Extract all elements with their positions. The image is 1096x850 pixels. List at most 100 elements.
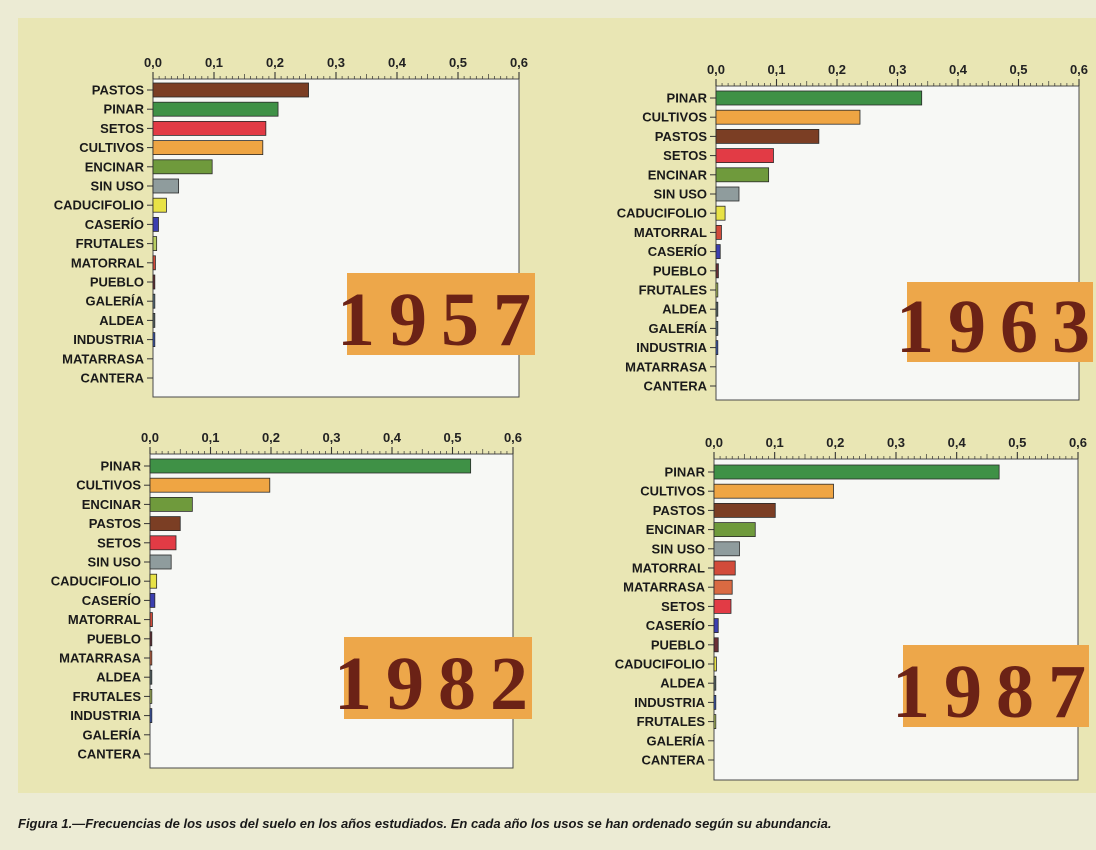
year-box xyxy=(344,637,532,719)
bar-pastos xyxy=(152,82,309,98)
bar-pueblo xyxy=(152,274,156,290)
tick-label: 0,4 xyxy=(388,55,407,70)
chart-1963: 0,0 0,1 0,2 0,3 0,4 0,5 0,6 PINAR CULTIVOS PASTOS… xyxy=(617,62,1096,401)
tick-label: 0,6 xyxy=(1069,435,1087,450)
year-box xyxy=(347,273,535,355)
bar-encinar xyxy=(152,159,213,175)
tick-label: 0,1 xyxy=(766,435,784,450)
category-label-galeria: GALERÍA xyxy=(83,727,142,742)
category-label-pastos: PASTOS xyxy=(655,129,708,144)
category-label-matarrasa: MATARRASA xyxy=(59,651,141,666)
tick-label: 0,2 xyxy=(266,55,284,70)
bar-industria xyxy=(713,695,717,710)
tick-label: 0,1 xyxy=(201,430,219,445)
category-label-sin-uso: SIN USO xyxy=(88,555,141,570)
year-label: 1963 xyxy=(896,285,1096,369)
tick-label: 0,6 xyxy=(1070,62,1088,77)
year-label: 1987 xyxy=(892,650,1096,734)
bar-galeria xyxy=(715,320,719,336)
tick-label: 0,6 xyxy=(510,55,528,70)
bar-caducifolio xyxy=(713,656,717,672)
bar-industria xyxy=(715,340,719,356)
category-label-pinar: PINAR xyxy=(104,102,145,117)
category-label-matarrasa: MATARRASA xyxy=(623,580,705,595)
bar-matarrasa xyxy=(713,579,733,595)
tick-label: 0,3 xyxy=(888,62,906,77)
tick-label: 0,4 xyxy=(949,62,968,77)
bar-cultivos xyxy=(152,140,264,156)
category-label-cantera: CANTERA xyxy=(641,753,705,768)
bar-pinar xyxy=(713,464,1000,480)
bar-sin-uso xyxy=(152,178,180,194)
category-label-industria: INDUSTRIA xyxy=(636,340,707,355)
category-label-encinar: ENCINAR xyxy=(85,159,145,174)
category-label-pueblo: PUEBLO xyxy=(90,275,144,290)
caption-label: Figura 1.— xyxy=(18,816,86,831)
bar-industria xyxy=(149,708,153,723)
category-label-caducifolio: CADUCIFOLIO xyxy=(54,198,144,213)
category-label-setos: SETOS xyxy=(97,535,141,550)
bar-industria xyxy=(152,332,156,348)
bar-caducifolio xyxy=(149,573,158,589)
tick-label: 0,5 xyxy=(1008,435,1026,450)
bar-matarrasa xyxy=(149,650,153,666)
category-label-caducifolio: CADUCIFOLIO xyxy=(51,574,141,589)
category-label-pueblo: PUEBLO xyxy=(87,631,141,646)
category-label-pastos: PASTOS xyxy=(89,516,142,531)
category-label-pastos: PASTOS xyxy=(92,83,145,98)
category-label-cantera: CANTERA xyxy=(643,379,707,394)
chart-1957: 0,0 0,1 0,2 0,3 0,4 0,5 0,6 PASTOS PINAR SETOS CUL… xyxy=(54,55,535,398)
category-label-cultivos: CULTIVOS xyxy=(642,110,707,125)
category-label-matorral: MATORRAL xyxy=(71,255,144,270)
category-label-aldea: ALDEA xyxy=(99,313,144,328)
tick-label: 0,2 xyxy=(262,430,280,445)
tick-label: 0,2 xyxy=(826,435,844,450)
category-label-cultivos: CULTIVOS xyxy=(640,484,705,499)
bar-caducifolio xyxy=(152,197,167,213)
bar-pinar xyxy=(152,101,279,117)
tick-label: 0,5 xyxy=(1009,62,1027,77)
bar-caducifolio xyxy=(715,205,726,221)
bar-encinar xyxy=(149,496,193,512)
bar-pueblo xyxy=(715,263,719,279)
category-label-aldea: ALDEA xyxy=(96,670,141,685)
bar-pueblo xyxy=(149,631,153,647)
bar-pastos xyxy=(149,516,181,531)
category-label-matarrasa: MATARRASA xyxy=(625,359,707,374)
tick-label: 0,3 xyxy=(322,430,340,445)
category-label-setos: SETOS xyxy=(100,121,144,136)
bar-pueblo xyxy=(713,637,719,653)
bar-frutales xyxy=(715,282,719,298)
tick-label: 0,5 xyxy=(443,430,461,445)
bar-pinar xyxy=(149,458,472,474)
bar-matorral xyxy=(152,255,156,271)
category-label-galeria: GALERÍA xyxy=(86,294,145,309)
category-label-aldea: ALDEA xyxy=(662,302,707,317)
chart-1987: 0,0 0,1 0,2 0,3 0,4 0,5 0,6 PINAR CULTIVOS PASTOS… xyxy=(615,435,1096,781)
category-label-aldea: ALDEA xyxy=(660,676,705,691)
chart-1982: 0,0 0,1 0,2 0,3 0,4 0,5 0,6 PINAR CULTIVOS ENCINA… xyxy=(51,430,542,769)
category-label-cantera: CANTERA xyxy=(77,747,141,762)
tick-label: 0,2 xyxy=(828,62,846,77)
year-label: 1982 xyxy=(334,642,542,726)
tick-label: 0,4 xyxy=(383,430,402,445)
tick-label: 0,3 xyxy=(327,55,345,70)
category-label-caserio: CASERÍO xyxy=(82,593,141,608)
bar-frutales xyxy=(713,714,717,729)
category-label-sin-uso: SIN USO xyxy=(654,187,707,202)
bar-setos xyxy=(713,599,732,614)
category-label-pinar: PINAR xyxy=(101,459,142,474)
bar-aldea xyxy=(152,312,156,328)
bar-sin-uso xyxy=(715,186,740,202)
bar-pinar xyxy=(715,90,923,106)
year-box xyxy=(903,645,1089,727)
bar-pastos xyxy=(715,128,820,144)
bar-aldea xyxy=(149,669,153,685)
bar-sin-uso xyxy=(149,554,172,570)
tick-label: 0,0 xyxy=(707,62,725,77)
category-label-cultivos: CULTIVOS xyxy=(76,478,141,493)
tick-label: 0,0 xyxy=(144,55,162,70)
category-label-matorral: MATORRAL xyxy=(68,612,141,627)
category-label-industria: INDUSTRIA xyxy=(634,695,705,710)
category-label-matarrasa: MATARRASA xyxy=(62,351,144,366)
